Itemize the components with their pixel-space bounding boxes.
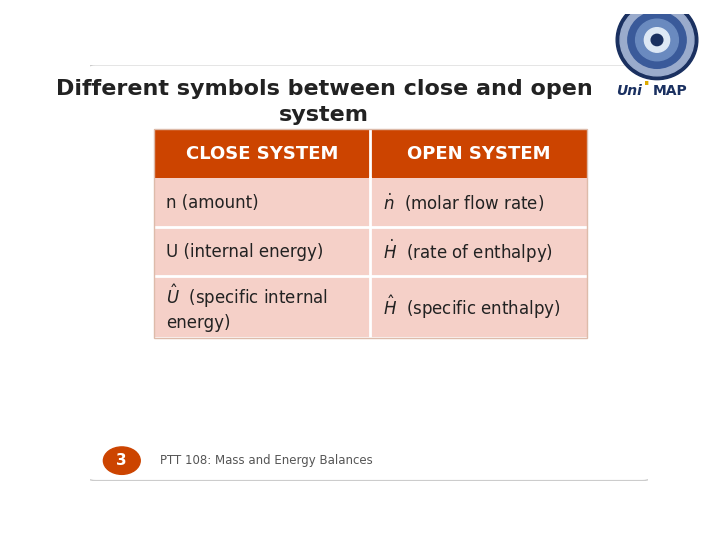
Circle shape: [636, 19, 678, 61]
Text: $\hat{H}$  (specific enthalpy): $\hat{H}$ (specific enthalpy): [382, 293, 560, 321]
Text: $\dot{n}$  (molar flow rate): $\dot{n}$ (molar flow rate): [382, 192, 544, 214]
FancyBboxPatch shape: [370, 178, 587, 227]
Text: OPEN SYSTEM: OPEN SYSTEM: [407, 145, 550, 163]
FancyBboxPatch shape: [370, 129, 587, 178]
Circle shape: [628, 11, 686, 69]
Text: Different symbols between close and open
system: Different symbols between close and open…: [56, 79, 593, 125]
FancyBboxPatch shape: [370, 227, 587, 276]
Text: PTT 108: Mass and Energy Balances: PTT 108: Mass and Energy Balances: [160, 454, 372, 467]
FancyBboxPatch shape: [154, 178, 370, 227]
Text: $\hat{U}$  (specific internal
energy): $\hat{U}$ (specific internal energy): [166, 282, 328, 332]
FancyBboxPatch shape: [84, 65, 654, 481]
Circle shape: [620, 4, 694, 76]
Text: CLOSE SYSTEM: CLOSE SYSTEM: [186, 145, 338, 163]
Text: $\dot{H}$  (rate of enthalpy): $\dot{H}$ (rate of enthalpy): [382, 238, 553, 266]
FancyBboxPatch shape: [154, 227, 370, 276]
FancyBboxPatch shape: [154, 276, 370, 338]
Circle shape: [651, 35, 663, 46]
Circle shape: [104, 447, 140, 474]
Text: MAP: MAP: [653, 84, 688, 98]
Circle shape: [644, 28, 670, 52]
Text: ·: ·: [643, 75, 650, 94]
Text: U (internal energy): U (internal energy): [166, 243, 324, 261]
Circle shape: [616, 0, 698, 80]
Text: n (amount): n (amount): [166, 194, 259, 212]
Text: Uni: Uni: [616, 84, 642, 98]
FancyBboxPatch shape: [154, 129, 370, 178]
FancyBboxPatch shape: [370, 276, 587, 338]
Text: 3: 3: [117, 453, 127, 468]
